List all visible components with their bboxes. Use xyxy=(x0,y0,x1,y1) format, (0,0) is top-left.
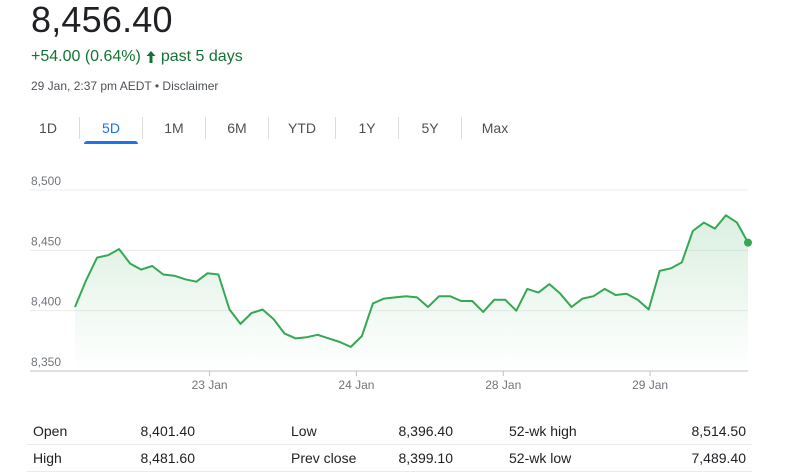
x-tick-label: 24 Jan xyxy=(338,378,374,392)
last-price-point xyxy=(744,238,752,247)
series-area xyxy=(75,215,748,371)
tab-label: Max xyxy=(481,120,509,136)
price-chart[interactable]: 8,500 8,450 8,400 8,350 23 Jan 24 Jan 28 Jan 29… xyxy=(0,172,790,402)
stat-label-prev-close: Prev close xyxy=(201,444,367,472)
y-tick-label: 8,450 xyxy=(31,234,61,248)
tab-label: 1M xyxy=(164,120,184,136)
tab-6m[interactable]: 6M xyxy=(206,112,268,146)
range-tabs: 1D 5D 1M 6M YTD 1Y 5Y Max xyxy=(17,112,528,146)
tab-label: 1Y xyxy=(358,120,376,136)
tab-divider xyxy=(398,117,399,139)
tab-divider xyxy=(268,117,269,139)
quote-meta: 29 Jan, 2:37 pm AEDT • Disclaimer xyxy=(31,78,218,94)
tab-max[interactable]: Max xyxy=(462,112,528,146)
tab-1m[interactable]: 1M xyxy=(143,112,205,146)
tab-divider xyxy=(142,117,143,139)
tab-label: 5Y xyxy=(421,120,439,136)
change-value: +54.00 (0.64%) xyxy=(31,48,141,65)
change-period: past 5 days xyxy=(160,48,243,65)
x-tick-label: 28 Jan xyxy=(485,378,521,392)
stats-row: Open 8,401.40 Low 8,396.40 52-wk high 8,… xyxy=(27,418,752,445)
meta-separator: • xyxy=(154,79,160,93)
timestamp: 29 Jan, 2:37 pm AEDT xyxy=(31,79,152,93)
stat-label-52wk-high: 52-wk high xyxy=(459,418,615,445)
stat-value-52wk-high: 8,514.50 xyxy=(615,418,752,445)
price-change: +54.00 (0.64%) past 5 days xyxy=(31,46,243,68)
tab-divider xyxy=(79,117,80,139)
current-price: 8,456.40 xyxy=(31,0,173,40)
stat-label-high: High xyxy=(27,444,129,472)
stat-value-low: 8,396.40 xyxy=(367,418,459,445)
x-tick-label: 23 Jan xyxy=(192,378,228,392)
tab-ytd[interactable]: YTD xyxy=(269,112,335,146)
stat-value-prev-close: 8,399.10 xyxy=(367,444,459,472)
arrow-up-icon xyxy=(146,51,156,63)
stat-label-open: Open xyxy=(27,418,129,445)
stats-table: Open 8,401.40 Low 8,396.40 52-wk high 8,… xyxy=(27,418,752,472)
stat-label-52wk-low: 52-wk low xyxy=(459,444,615,472)
stat-value-high: 8,481.60 xyxy=(129,444,201,472)
tab-5y[interactable]: 5Y xyxy=(399,112,461,146)
stat-value-52wk-low: 7,489.40 xyxy=(615,444,752,472)
x-tick-label: 29 Jan xyxy=(632,378,668,392)
tab-5d[interactable]: 5D xyxy=(80,112,142,146)
y-tick-label: 8,500 xyxy=(31,174,61,188)
series-line xyxy=(74,214,749,348)
tab-label: 6M xyxy=(227,120,247,136)
stat-label-low: Low xyxy=(201,418,367,445)
stats-row: High 8,481.60 Prev close 8,399.10 52-wk … xyxy=(27,444,752,472)
tab-1d[interactable]: 1D xyxy=(17,112,79,146)
tab-label: 1D xyxy=(39,120,57,136)
tab-divider xyxy=(335,117,336,139)
y-tick-label: 8,350 xyxy=(31,355,61,369)
stat-value-open: 8,401.40 xyxy=(129,418,201,445)
tab-divider xyxy=(461,117,462,139)
tab-label: 5D xyxy=(102,120,120,136)
tab-label: YTD xyxy=(288,120,316,136)
tab-1y[interactable]: 1Y xyxy=(336,112,398,146)
disclaimer-link[interactable]: Disclaimer xyxy=(162,79,219,93)
y-tick-label: 8,400 xyxy=(31,295,61,309)
tab-divider xyxy=(205,117,206,139)
